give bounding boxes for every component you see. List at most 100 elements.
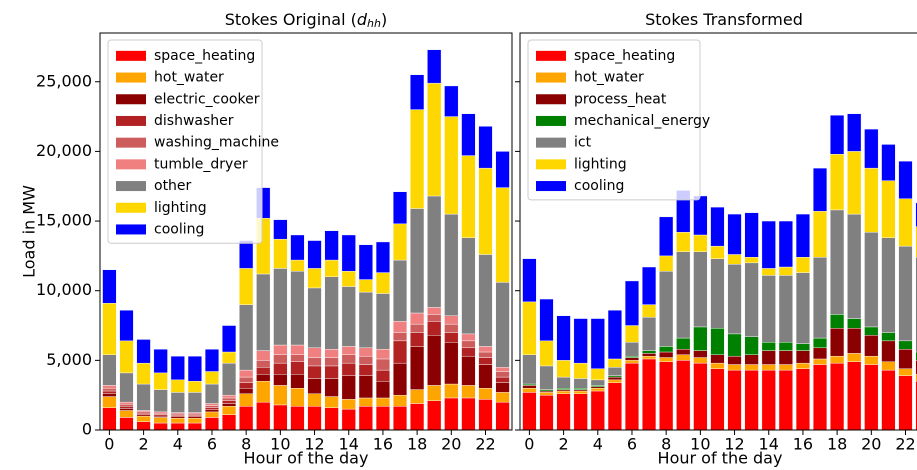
bar-segment <box>624 325 640 343</box>
bar-segment <box>358 375 373 399</box>
y-tick-label: 10,000 <box>36 280 92 299</box>
bar-segment <box>830 355 845 364</box>
bar-segment <box>727 264 742 335</box>
bar-segment <box>744 336 759 355</box>
bar-segment <box>522 301 537 355</box>
x-tick-label: 20 <box>441 435 461 454</box>
bar-segment <box>170 416 185 419</box>
bar-segment <box>522 383 537 386</box>
bar-segment <box>341 362 356 376</box>
bar-segment <box>222 397 237 401</box>
bar-segment <box>676 349 691 355</box>
bar-segment <box>898 198 913 247</box>
bar-segment <box>427 400 442 431</box>
bar-segment <box>478 364 493 389</box>
bar-segment <box>136 421 151 431</box>
legend-label: lighting <box>574 156 627 172</box>
bar-segment <box>539 365 554 390</box>
legend-label: cooling <box>574 178 624 194</box>
legend-swatch <box>116 159 146 170</box>
x-tick-label: 4 <box>173 435 183 454</box>
bar-segment <box>153 349 168 374</box>
axes-frame <box>519 32 917 431</box>
bar-segment <box>624 357 640 361</box>
bar-segment <box>290 361 305 375</box>
bar-segment <box>642 316 657 351</box>
bar-segment <box>102 385 117 389</box>
bar-segment <box>495 282 510 368</box>
bar-segment <box>812 358 828 365</box>
bar-segment <box>590 390 605 431</box>
legend-swatch <box>116 115 146 126</box>
bar-segment <box>522 354 537 385</box>
bar-segment <box>410 403 425 431</box>
legend-swatch <box>116 50 146 61</box>
bar-segment <box>170 417 185 424</box>
legend-label: process_heat <box>574 91 667 107</box>
legend-swatch <box>536 50 566 61</box>
bar-segment <box>847 318 862 329</box>
bar-segment <box>478 388 493 400</box>
bar-segment <box>153 389 168 413</box>
bar-segment <box>239 268 254 305</box>
bar-segment <box>358 291 373 349</box>
bar-segment <box>375 406 390 431</box>
bar-segment <box>153 414 168 417</box>
bar-segment <box>358 364 373 376</box>
bar-segment <box>375 241 390 273</box>
title-part: d <box>357 10 368 29</box>
bar-segment <box>693 350 708 358</box>
bar-segment <box>727 333 742 357</box>
bar-segment <box>153 422 168 431</box>
bar-segment <box>392 191 408 225</box>
bar-segment <box>795 362 810 369</box>
bar-segment <box>187 413 202 416</box>
bar-segment <box>119 310 134 342</box>
bar-segment <box>727 213 742 255</box>
bar-segment <box>324 365 339 379</box>
bar-segment <box>136 362 151 385</box>
x-tick-label: 0 <box>524 435 534 454</box>
bar-segment <box>693 234 708 252</box>
bar-segment <box>187 381 202 393</box>
bar-segment <box>761 364 776 371</box>
bar-segment <box>187 417 202 424</box>
bar-segment <box>812 211 828 258</box>
bar-segment <box>624 280 640 326</box>
bar-segment <box>256 381 271 403</box>
bar-segment <box>324 349 339 358</box>
bar-segment <box>795 343 810 351</box>
bar-segment <box>375 272 390 294</box>
bar-segment <box>495 401 510 431</box>
bar-segment <box>556 393 571 431</box>
bar-segment <box>358 244 373 280</box>
bar-segment <box>478 357 493 365</box>
bar-segment <box>607 358 622 368</box>
x-tick-label: 22 <box>895 435 915 454</box>
bar-segment <box>915 202 917 227</box>
bar-segment <box>830 153 845 211</box>
bar-segment <box>358 355 373 365</box>
bar-segment <box>256 401 271 431</box>
bar-segment <box>710 258 725 329</box>
legend-label: space_heating <box>574 48 675 64</box>
bar-segment <box>915 374 917 382</box>
bar-segment <box>898 160 913 199</box>
bar-segment <box>495 371 510 378</box>
bar-segment <box>427 385 442 401</box>
bar-segment <box>795 350 810 364</box>
x-tick-label: 16 <box>373 435 393 454</box>
bar-segment <box>710 362 725 369</box>
bar-segment <box>847 353 862 362</box>
x-tick-label: 4 <box>593 435 603 454</box>
bar-segment <box>864 326 879 336</box>
bar-segment <box>341 408 356 431</box>
bar-segment <box>392 362 408 396</box>
bar-segment <box>410 346 425 390</box>
bar-segment <box>847 213 862 319</box>
bar-segment <box>187 392 202 413</box>
bar-segment <box>427 335 442 386</box>
bar-segment <box>307 393 322 407</box>
bar-segment <box>864 128 879 169</box>
bar-segment <box>556 360 571 378</box>
